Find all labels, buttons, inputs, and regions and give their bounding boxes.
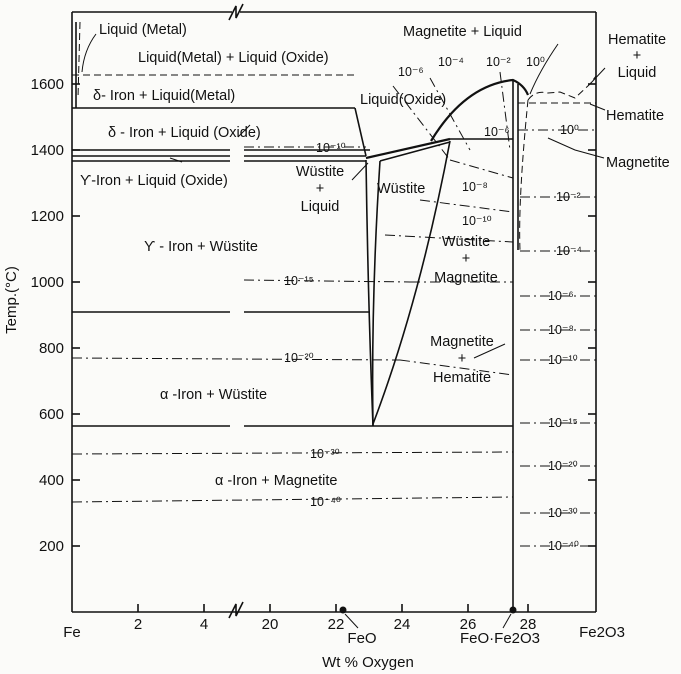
label-wustite: Wüstite [377,181,425,197]
x-tick-2: 2 [134,616,142,633]
isobar-right-1e-30: 10⁻³⁰ [548,506,578,520]
label-alpha-iron-magnetite: α -Iron + Magnetite [215,473,337,489]
isobar-mid-1e-6: 10⁻⁶ [484,125,510,139]
isobar-right-1e-15: 10⁻¹⁵ [548,416,578,430]
label-wustite-magnetite-3: Magnetite [434,270,498,286]
label-magnetite-hematite-2: + [458,351,466,367]
isobar-right-1e-8: 10⁻⁸ [548,323,574,337]
label-liquid-oxide: Liquid(Oxide) [360,92,446,108]
isobar-left-1e-10: 10⁻¹⁰ [316,141,346,155]
y-tick-1400: 1400 [31,142,64,159]
label-hematite: Hematite [606,108,664,124]
isobar-right-1e-20: 10⁻²⁰ [548,459,578,473]
y-tick-1200: 1200 [31,208,64,225]
x-tick-28: 28 [520,616,537,633]
isobar-top-1e0: 10⁰ [526,55,545,69]
phase-boundaries [72,22,530,612]
isobar-left-1e-15: 10⁻¹⁵ [284,274,314,288]
label-hematite-liquid-3: Liquid [618,65,657,81]
x-tick-4: 4 [200,616,208,633]
label-hematite-liquid-2: + [633,48,641,64]
isobar-top-1e-4: 10⁻⁴ [438,55,464,69]
x-tick-24: 24 [394,616,411,633]
y-tick-600: 600 [39,406,64,423]
isobar-top-1e-2: 10⁻² [486,55,511,69]
isobar-right-1e-4: 10⁻⁴ [556,244,582,258]
feo-marker-label: FeO [347,630,376,647]
x-tick-22: 22 [328,616,345,633]
x-tick-26: 26 [460,616,477,633]
phase-labels: Liquid (Metal) Liquid(Metal) + Liquid (O… [80,22,670,489]
y-tick-1600: 1600 [31,76,64,93]
label-wustite-liquid-2: + [316,181,324,197]
label-alpha-iron-wustite: α -Iron + Wüstite [160,387,267,403]
label-wustite-liquid-3: Liquid [301,199,340,215]
isobar-left-1e-30: 10⁻³⁰ [310,447,340,461]
label-delta-iron-liquid-metal: δ- Iron + Liquid(Metal) [93,88,235,104]
label-gamma-iron-wustite: ϒ - Iron + Wüstite [144,239,258,255]
label-magnetite: Magnetite [606,155,670,171]
feo-marker-dot [339,606,347,614]
x-tick-fe2o3: Fe2O3 [579,624,625,641]
label-wustite-magnetite-1: Wüstite [442,234,490,250]
y-axis-title: Temp.(°C) [3,266,20,334]
y-tick-1000: 1000 [31,274,64,291]
y-tick-800: 800 [39,340,64,357]
isobar-right-1e-6: 10⁻⁶ [548,289,574,303]
label-magnetite-hematite-3: Hematite [433,370,491,386]
x-axis-title: Wt % Oxygen [322,654,414,671]
x-axis: Fe 2 4 20 22 24 26 28 Fe2O3 FeO FeO·Fe2O… [63,604,625,671]
label-hematite-liquid-1: Hematite [608,32,666,48]
y-tick-400: 400 [39,472,64,489]
label-delta-iron-liquid-oxide: δ - Iron + Liquid (Oxide) [108,125,261,141]
isobar-right-1e-2: 10⁻² [556,190,581,204]
isobar-right-1e0: 10⁰ [560,123,579,137]
magnetite-composition-label: FeO·Fe2O3 [460,630,540,647]
isobar-right-1e-10: 10⁻¹⁰ [548,353,578,367]
label-gamma-iron-liquid-oxide: ϒ-Iron + Liquid (Oxide) [80,173,228,189]
y-tick-200: 200 [39,538,64,555]
pointer-arrows [81,33,606,359]
x-tick-fe: Fe [63,624,81,641]
isobar-mid-1e-8: 10⁻⁸ [462,180,488,194]
label-liquid-metal-liquid-oxide: Liquid(Metal) + Liquid (Oxide) [138,50,329,66]
label-liquid-metal: Liquid (Metal) [99,22,187,38]
label-magnetite-liquid: Magnetite + Liquid [403,24,522,40]
isobar-left-1e-40: 10⁻⁴⁰ [310,495,341,509]
isobar-labels: 10⁻¹⁰ 10⁻¹⁵ 10⁻²⁰ 10⁻³⁰ 10⁻⁴⁰ 10⁻⁶ 10⁻⁴ … [284,55,582,553]
isobar-left-1e-20: 10⁻²⁰ [284,351,314,365]
label-wustite-magnetite-2: + [462,251,470,267]
label-magnetite-hematite-1: Magnetite [430,334,494,350]
isobar-right-1e-40: 10⁻⁴⁰ [548,539,579,553]
oxygen-isobars [71,21,597,547]
x-tick-20: 20 [262,616,279,633]
label-wustite-liquid-1: Wüstite [296,164,344,180]
isobar-top-1e-6: 10⁻⁶ [398,65,424,79]
isobar-mid-1e-10: 10⁻¹⁰ [462,214,492,228]
